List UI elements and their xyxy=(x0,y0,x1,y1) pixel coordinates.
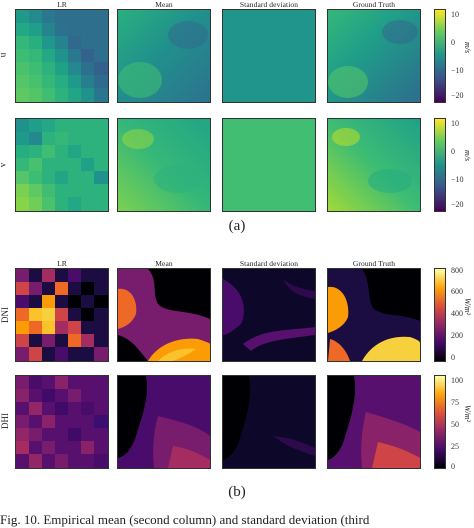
column-title-lr: LR xyxy=(57,0,67,9)
colorbar-tick: 0 xyxy=(451,38,455,47)
panel-b-dni-lr xyxy=(15,268,109,362)
colorbar-b-dhi xyxy=(434,375,446,469)
panel-a-v-lr xyxy=(15,118,109,212)
colorbar-tick: 600 xyxy=(451,287,463,296)
column-title-gt: Ground Truth xyxy=(352,0,396,9)
panel-a-u-gt xyxy=(327,9,421,103)
colorbar-unit: m/s xyxy=(463,42,472,54)
column-title-std: Standard deviation xyxy=(239,259,299,268)
colorbar-a-u xyxy=(434,9,446,103)
panel-a-u-mean xyxy=(117,9,211,103)
colorbar-tick: 800 xyxy=(451,266,463,275)
colorbar-tick: −20 xyxy=(451,91,464,100)
colorbar-tick: 25 xyxy=(451,442,459,451)
column-title-gt: Ground Truth xyxy=(352,259,396,268)
column-title-lr: LR xyxy=(57,259,67,268)
panel-b-dhi-gt xyxy=(327,375,421,469)
subfigure-label-a: (a) xyxy=(228,218,246,234)
panel-b-dni-mean xyxy=(117,268,211,362)
colorbar-tick: −20 xyxy=(451,200,464,209)
subfigure-label-b: (b) xyxy=(228,484,246,500)
colorbar-unit: m/s xyxy=(463,150,472,162)
colorbar-tick: 0 xyxy=(451,462,455,471)
colorbar-b-dni xyxy=(434,268,446,362)
column-title-std: Standard deviation xyxy=(239,0,299,9)
colorbar-tick: −10 xyxy=(451,66,464,75)
panel-a-v-std xyxy=(222,118,316,212)
figure-caption: Fig. 10. Empirical mean (second column) … xyxy=(0,512,370,527)
panel-a-u-lr xyxy=(15,9,109,103)
colorbar-tick: 400 xyxy=(451,309,463,318)
row-label-v: v xyxy=(0,163,7,168)
colorbar-unit: W/m² xyxy=(463,298,472,316)
panel-a-v-mean xyxy=(117,118,211,212)
panel-a-u-std xyxy=(222,9,316,103)
row-label-dhi: DHI xyxy=(0,413,10,429)
panel-b-dni-std xyxy=(222,268,316,362)
colorbar-tick: 0 xyxy=(451,353,455,362)
column-title-mean: Mean xyxy=(155,0,173,9)
panel-b-dhi-mean xyxy=(117,375,211,469)
colorbar-unit: W/m² xyxy=(463,405,472,423)
colorbar-tick: −10 xyxy=(451,175,464,184)
column-title-mean: Mean xyxy=(155,259,173,268)
row-label-u: u xyxy=(0,53,7,58)
colorbar-tick: 200 xyxy=(451,331,463,340)
colorbar-tick: 0 xyxy=(451,147,455,156)
colorbar-tick: 50 xyxy=(451,420,459,429)
colorbar-a-v xyxy=(434,118,446,212)
row-label-dni: DNI xyxy=(0,307,10,323)
panel-b-dni-gt xyxy=(327,268,421,362)
panel-a-v-gt xyxy=(327,118,421,212)
colorbar-tick: 75 xyxy=(451,398,459,407)
colorbar-tick: 100 xyxy=(451,376,463,385)
panel-b-dhi-lr xyxy=(15,375,109,469)
colorbar-tick: 10 xyxy=(451,119,459,128)
panel-b-dhi-std xyxy=(222,375,316,469)
colorbar-tick: 10 xyxy=(451,10,459,19)
